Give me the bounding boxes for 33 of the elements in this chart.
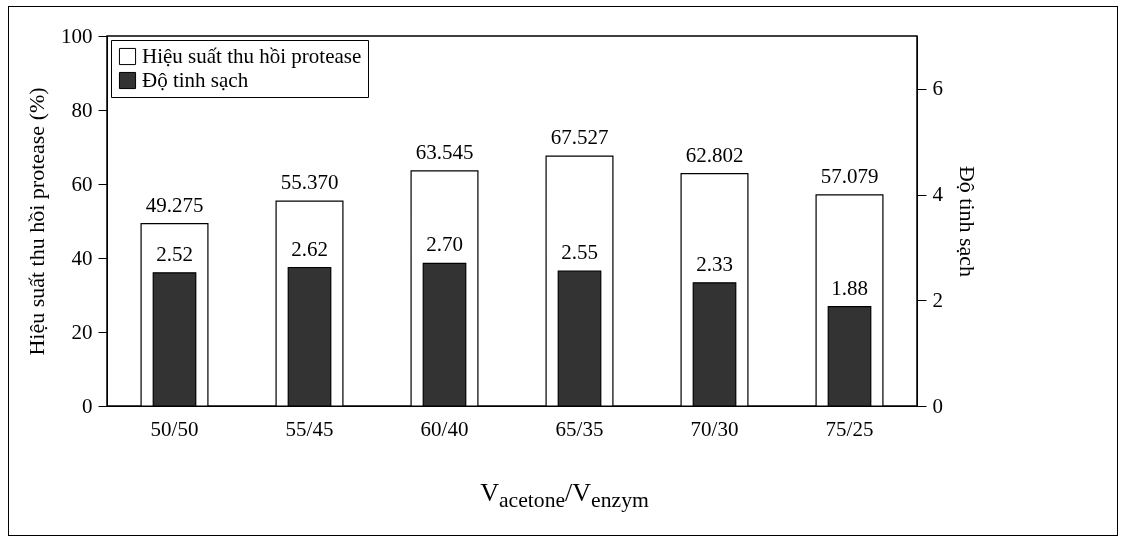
y-tick-label: 20 (71, 319, 93, 344)
y-tick-label: 60 (71, 171, 93, 196)
data-label: 62.802 (685, 142, 744, 167)
data-label: 2.62 (291, 236, 328, 261)
data-label: 2.70 (426, 232, 463, 257)
data-label: 67.527 (550, 125, 609, 150)
data-label: 2.55 (561, 240, 598, 265)
legend-label: Hiệu suất thu hồi protease (142, 43, 362, 68)
y-tick-label: 0 (82, 393, 93, 418)
x-tick-label: 60/40 (420, 416, 469, 441)
y2-tick-label: 4 (932, 182, 944, 207)
y2-tick-label: 6 (932, 76, 943, 101)
data-label: 1.88 (831, 275, 868, 300)
legend-label: Độ tinh sạch (142, 67, 249, 92)
y-axis-title: Hiệu suất thu hồi protease (%) (24, 87, 49, 356)
y2-axis-title: Độ tinh sạch (955, 165, 980, 278)
x-tick-label: 50/50 (150, 416, 199, 441)
y-tick-label: 100 (61, 23, 93, 48)
y2-tick-label: 0 (932, 393, 943, 418)
data-label: 2.33 (696, 251, 733, 276)
x-tick-label: 75/25 (825, 416, 874, 441)
data-label: 55.370 (280, 170, 339, 195)
data-label: 57.079 (820, 163, 879, 188)
y-tick-label: 80 (71, 97, 93, 122)
y2-tick-label: 2 (932, 287, 943, 312)
x-tick-label: 65/35 (555, 416, 604, 441)
x-axis-title: V$_{acetone}$/V$_{enzym}$ (479, 478, 650, 514)
data-label: 49.275 (145, 192, 204, 217)
data-label: 63.545 (415, 139, 474, 164)
data-label: 2.52 (156, 241, 193, 266)
x-tick-label: 55/45 (285, 416, 334, 441)
y-tick-label: 40 (71, 245, 93, 270)
x-tick-label: 70/30 (690, 416, 739, 441)
